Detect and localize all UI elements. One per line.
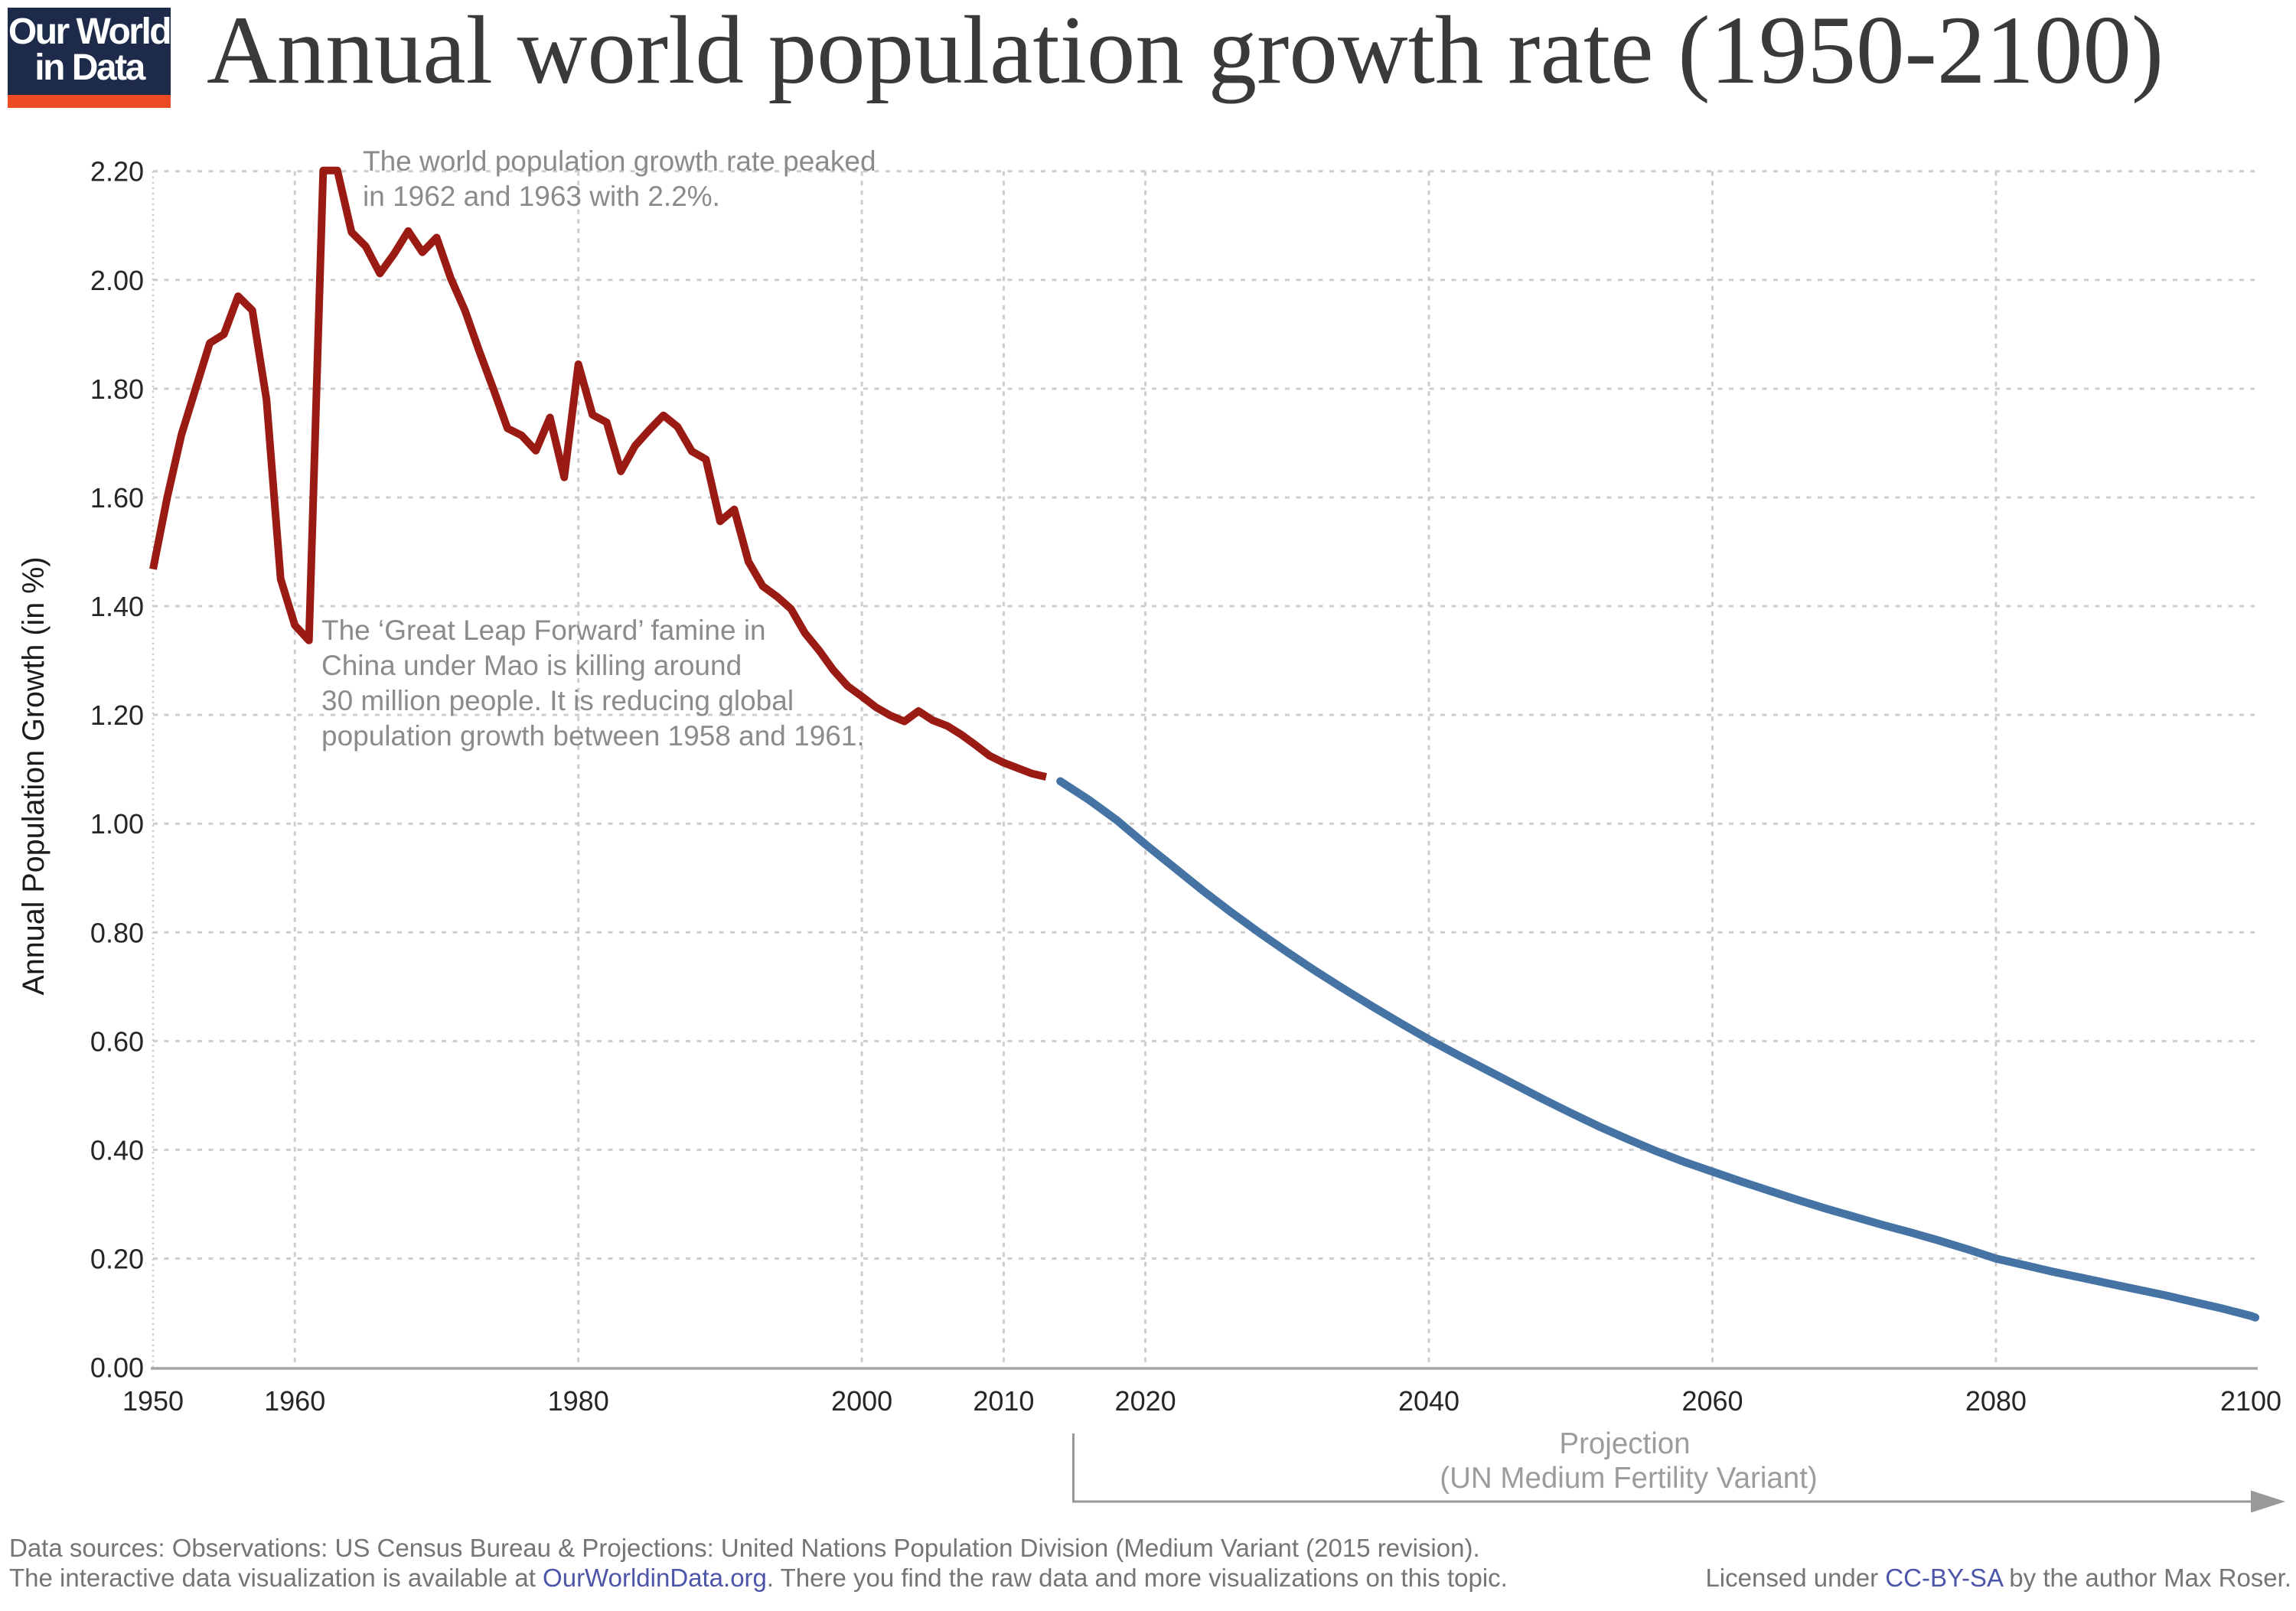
svg-text:Annual Population Growth (in %: Annual Population Growth (in %) (17, 556, 51, 995)
svg-text:2060: 2060 (1681, 1385, 1743, 1417)
svg-text:1.20: 1.20 (90, 700, 144, 731)
svg-text:2040: 2040 (1398, 1385, 1459, 1417)
svg-text:1980: 1980 (548, 1385, 609, 1417)
svg-text:2.20: 2.20 (90, 156, 144, 188)
svg-text:2080: 2080 (1965, 1385, 2027, 1417)
svg-text:0.80: 0.80 (90, 917, 144, 948)
svg-text:1.40: 1.40 (90, 591, 144, 622)
svg-text:0.00: 0.00 (90, 1352, 144, 1384)
svg-text:2020: 2020 (1115, 1385, 1176, 1417)
svg-text:0.40: 0.40 (90, 1134, 144, 1166)
svg-text:2100: 2100 (2220, 1385, 2281, 1417)
svg-text:1.60: 1.60 (90, 482, 144, 514)
svg-text:1950: 1950 (122, 1385, 184, 1417)
svg-text:2000: 2000 (831, 1385, 892, 1417)
svg-text:1960: 1960 (264, 1385, 325, 1417)
svg-text:Projection: Projection (1559, 1427, 1690, 1460)
svg-text:2010: 2010 (973, 1385, 1034, 1417)
svg-text:0.20: 0.20 (90, 1244, 144, 1275)
svg-text:1.00: 1.00 (90, 808, 144, 840)
svg-text:0.60: 0.60 (90, 1026, 144, 1057)
svg-text:(UN Medium Fertility Variant): (UN Medium Fertility Variant) (1440, 1462, 1817, 1495)
svg-text:1.80: 1.80 (90, 373, 144, 405)
svg-text:2.00: 2.00 (90, 265, 144, 296)
